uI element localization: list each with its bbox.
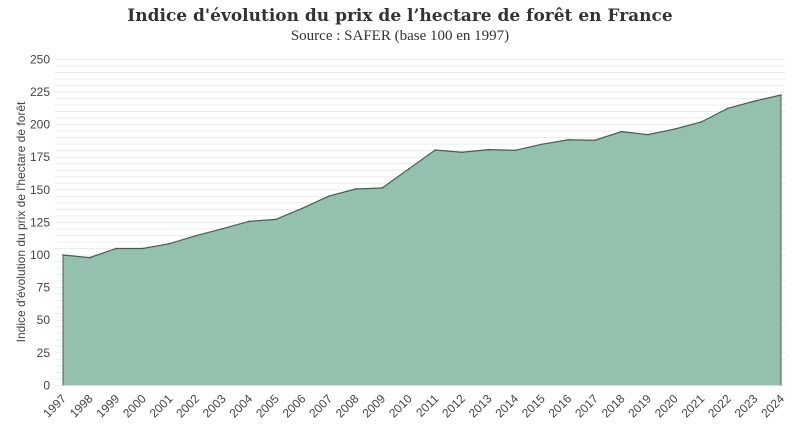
x-tick-label: 2000 [120,391,149,420]
x-axis-ticks: 1997199819992000200120022003200420052006… [40,391,787,420]
x-tick-label: 2013 [466,391,495,420]
data-point [487,148,490,151]
x-tick-label: 2003 [200,391,229,420]
y-axis-ticks: 0 25 50 75 100 125 150 175 200 225 250 [30,52,50,392]
data-point [274,218,277,221]
x-tick-label: 1997 [40,391,69,420]
data-point [248,220,250,223]
y-tick-label: 175 [30,150,50,164]
y-tick-label: 50 [37,313,51,327]
area-series [62,94,782,386]
y-tick-label: 250 [30,52,50,66]
y-tick-label: 200 [30,118,50,132]
data-point [141,247,144,250]
data-point [727,107,729,110]
data-point [168,242,171,245]
data-point [221,227,224,230]
data-point [514,149,516,152]
x-tick-label: 2005 [253,391,282,420]
x-tick-label: 2002 [173,391,202,420]
data-point [407,168,410,170]
x-tick-label: 2021 [679,391,708,420]
x-tick-label: 2008 [333,391,362,420]
data-point [301,207,304,210]
x-tick-label: 2023 [732,391,761,420]
x-tick-label: 1998 [67,391,96,420]
x-tick-label: 2015 [519,391,548,420]
data-point [700,121,703,123]
data-point [62,254,64,256]
y-tick-label: 125 [30,215,50,229]
data-point [567,138,570,141]
data-point [540,143,543,146]
x-tick-label: 2017 [572,391,601,420]
y-tick-label: 225 [30,85,50,99]
data-point [328,195,330,197]
x-tick-label: 2018 [599,391,628,420]
x-tick-label: 2024 [758,391,787,420]
data-point [115,247,117,250]
x-tick-label: 2001 [147,391,176,420]
x-tick-label: 2012 [439,391,468,420]
x-tick-label: 2014 [492,391,521,420]
y-tick-label: 75 [37,281,51,295]
x-tick-label: 2010 [386,391,415,420]
series-line [62,94,782,259]
data-point [88,256,91,259]
y-tick-label: 100 [30,248,50,262]
x-tick-label: 2006 [280,391,309,420]
data-point [381,187,383,189]
x-tick-label: 2020 [652,391,681,420]
x-tick-label: 2011 [413,391,441,419]
y-tick-label: 25 [37,346,51,360]
data-point [461,151,463,154]
x-tick-label: 1999 [94,391,123,420]
data-point [780,94,782,96]
data-point [620,130,623,133]
y-tick-label: 0 [43,378,50,392]
data-point [195,234,197,237]
y-tick-label: 150 [30,183,50,197]
x-tick-label: 2016 [546,391,575,420]
data-point [594,139,596,142]
x-tick-label: 2009 [359,391,388,420]
data-point [354,188,357,190]
x-tick-label: 2004 [226,391,255,420]
y-axis-label: Indice d'évolution du prix de l'hectare … [14,101,28,342]
chart-title: Indice d'évolution du prix de l’hectare … [127,6,673,26]
data-point [673,128,676,130]
x-tick-label: 2007 [306,391,335,420]
chart-subtitle: Source : SAFER (base 100 en 1997) [290,28,510,44]
data-point [753,100,756,102]
data-point [647,133,649,136]
x-tick-label: 2022 [705,391,734,420]
data-point [434,149,437,151]
area-fill [63,94,781,386]
x-tick-label: 2019 [625,391,654,420]
